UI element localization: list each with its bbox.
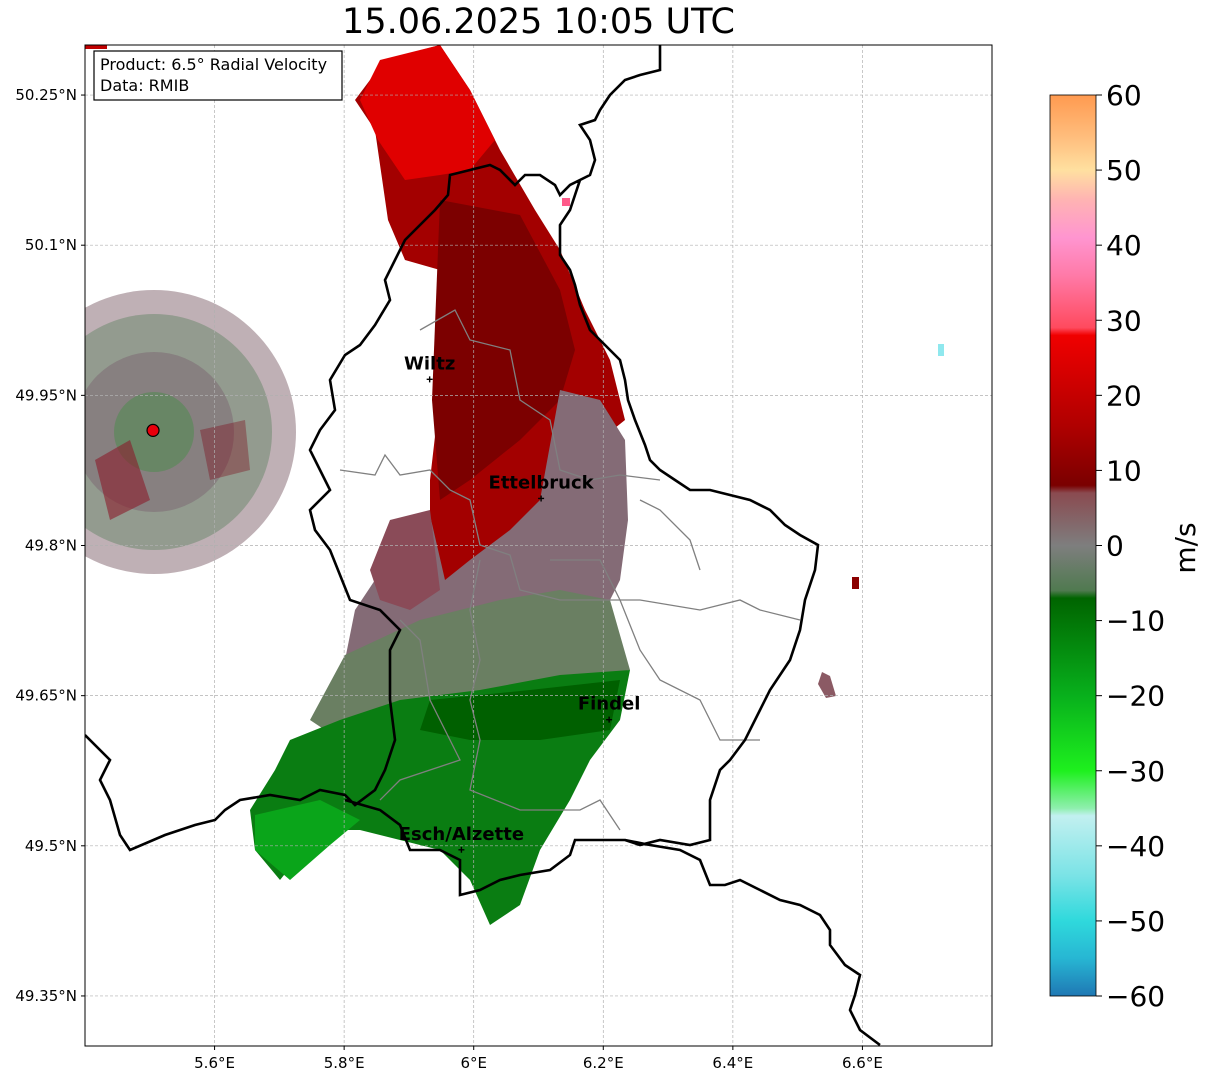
colorbar-label: m/s	[1169, 522, 1202, 573]
colorbar-tick-label-12: −60	[1106, 980, 1165, 1013]
city-marker-3	[458, 846, 465, 853]
city-label-2: Findel	[578, 694, 641, 715]
city-label-3: Esch/Alzette	[399, 824, 524, 845]
colorbar-tick-label-2: 40	[1106, 229, 1142, 262]
borders	[85, 45, 881, 1046]
map-axes: 5.6°E 5.8°E 6°E 6.2°E 6.4°E 6.6°E 50.25°N 50.1°…	[15, 86, 883, 1072]
colorbar-tick-label-6: 0	[1106, 530, 1124, 563]
city-label-0: Wiltz	[404, 353, 455, 374]
lat-tick-label-1: 50.1°N	[25, 236, 77, 254]
lat-tick-label-0: 50.25°N	[15, 86, 77, 104]
lat-tick-label-4: 49.65°N	[15, 687, 77, 705]
info-product: Product: 6.5° Radial Velocity	[100, 55, 327, 74]
lat-tick-label-2: 49.95°N	[15, 386, 77, 404]
lon-tick-label-5: 6.6°E	[842, 1054, 883, 1072]
colorbar-tick-label-11: −50	[1106, 905, 1165, 938]
info-box: Product: 6.5° Radial Velocity Data: RMIB	[93, 50, 343, 101]
colorbar-ticks: 60 50 40 30 20 10 0 −10 −20 −30 −40 −50 −60	[1096, 79, 1165, 1013]
radar-site-marker	[146, 423, 160, 437]
city-markers: Wiltz Ettelbruck Findel Esch/Alzette	[399, 353, 641, 853]
lon-tick-label-0: 5.6°E	[194, 1054, 235, 1072]
colorbar-tick-label-3: 30	[1106, 304, 1142, 337]
colorbar-gradient	[1049, 94, 1097, 997]
city-marker-1	[538, 495, 545, 502]
city-label-1: Ettelbruck	[489, 472, 595, 493]
lon-tick-label-3: 6.2°E	[583, 1054, 624, 1072]
city-marker-0	[426, 376, 433, 383]
lat-tick-label-6: 49.35°N	[15, 987, 77, 1005]
colorbar-tick-label-10: −40	[1106, 830, 1165, 863]
map-title: 15.06.2025 10:05 UTC	[342, 2, 735, 42]
info-data-source: Data: RMIB	[100, 76, 189, 95]
lon-tick-label-2: 6°E	[460, 1054, 487, 1072]
colorbar-tick-label-7: −10	[1106, 605, 1165, 638]
colorbar-tick-label-5: 10	[1106, 454, 1142, 487]
colorbar-tick-label-9: −30	[1106, 755, 1165, 788]
map-gridlines	[85, 45, 992, 1046]
city-marker-2	[606, 716, 613, 723]
lat-tick-label-3: 49.8°N	[25, 537, 77, 555]
lon-tick-label-4: 6.4°E	[712, 1054, 753, 1072]
colorbar-tick-label-4: 20	[1106, 379, 1142, 412]
lat-tick-label-5: 49.5°N	[25, 837, 77, 855]
colorbar-tick-label-0: 60	[1106, 79, 1142, 112]
colorbar-tick-label-1: 50	[1106, 154, 1142, 187]
admin-boundaries	[339, 309, 801, 831]
country-border	[85, 45, 881, 1046]
lon-tick-label-1: 5.8°E	[324, 1054, 365, 1072]
colorbar-tick-label-8: −20	[1106, 680, 1165, 713]
colorbar: 60 50 40 30 20 10 0 −10 −20 −30 −40 −50 −60 m/s	[1049, 79, 1202, 1013]
